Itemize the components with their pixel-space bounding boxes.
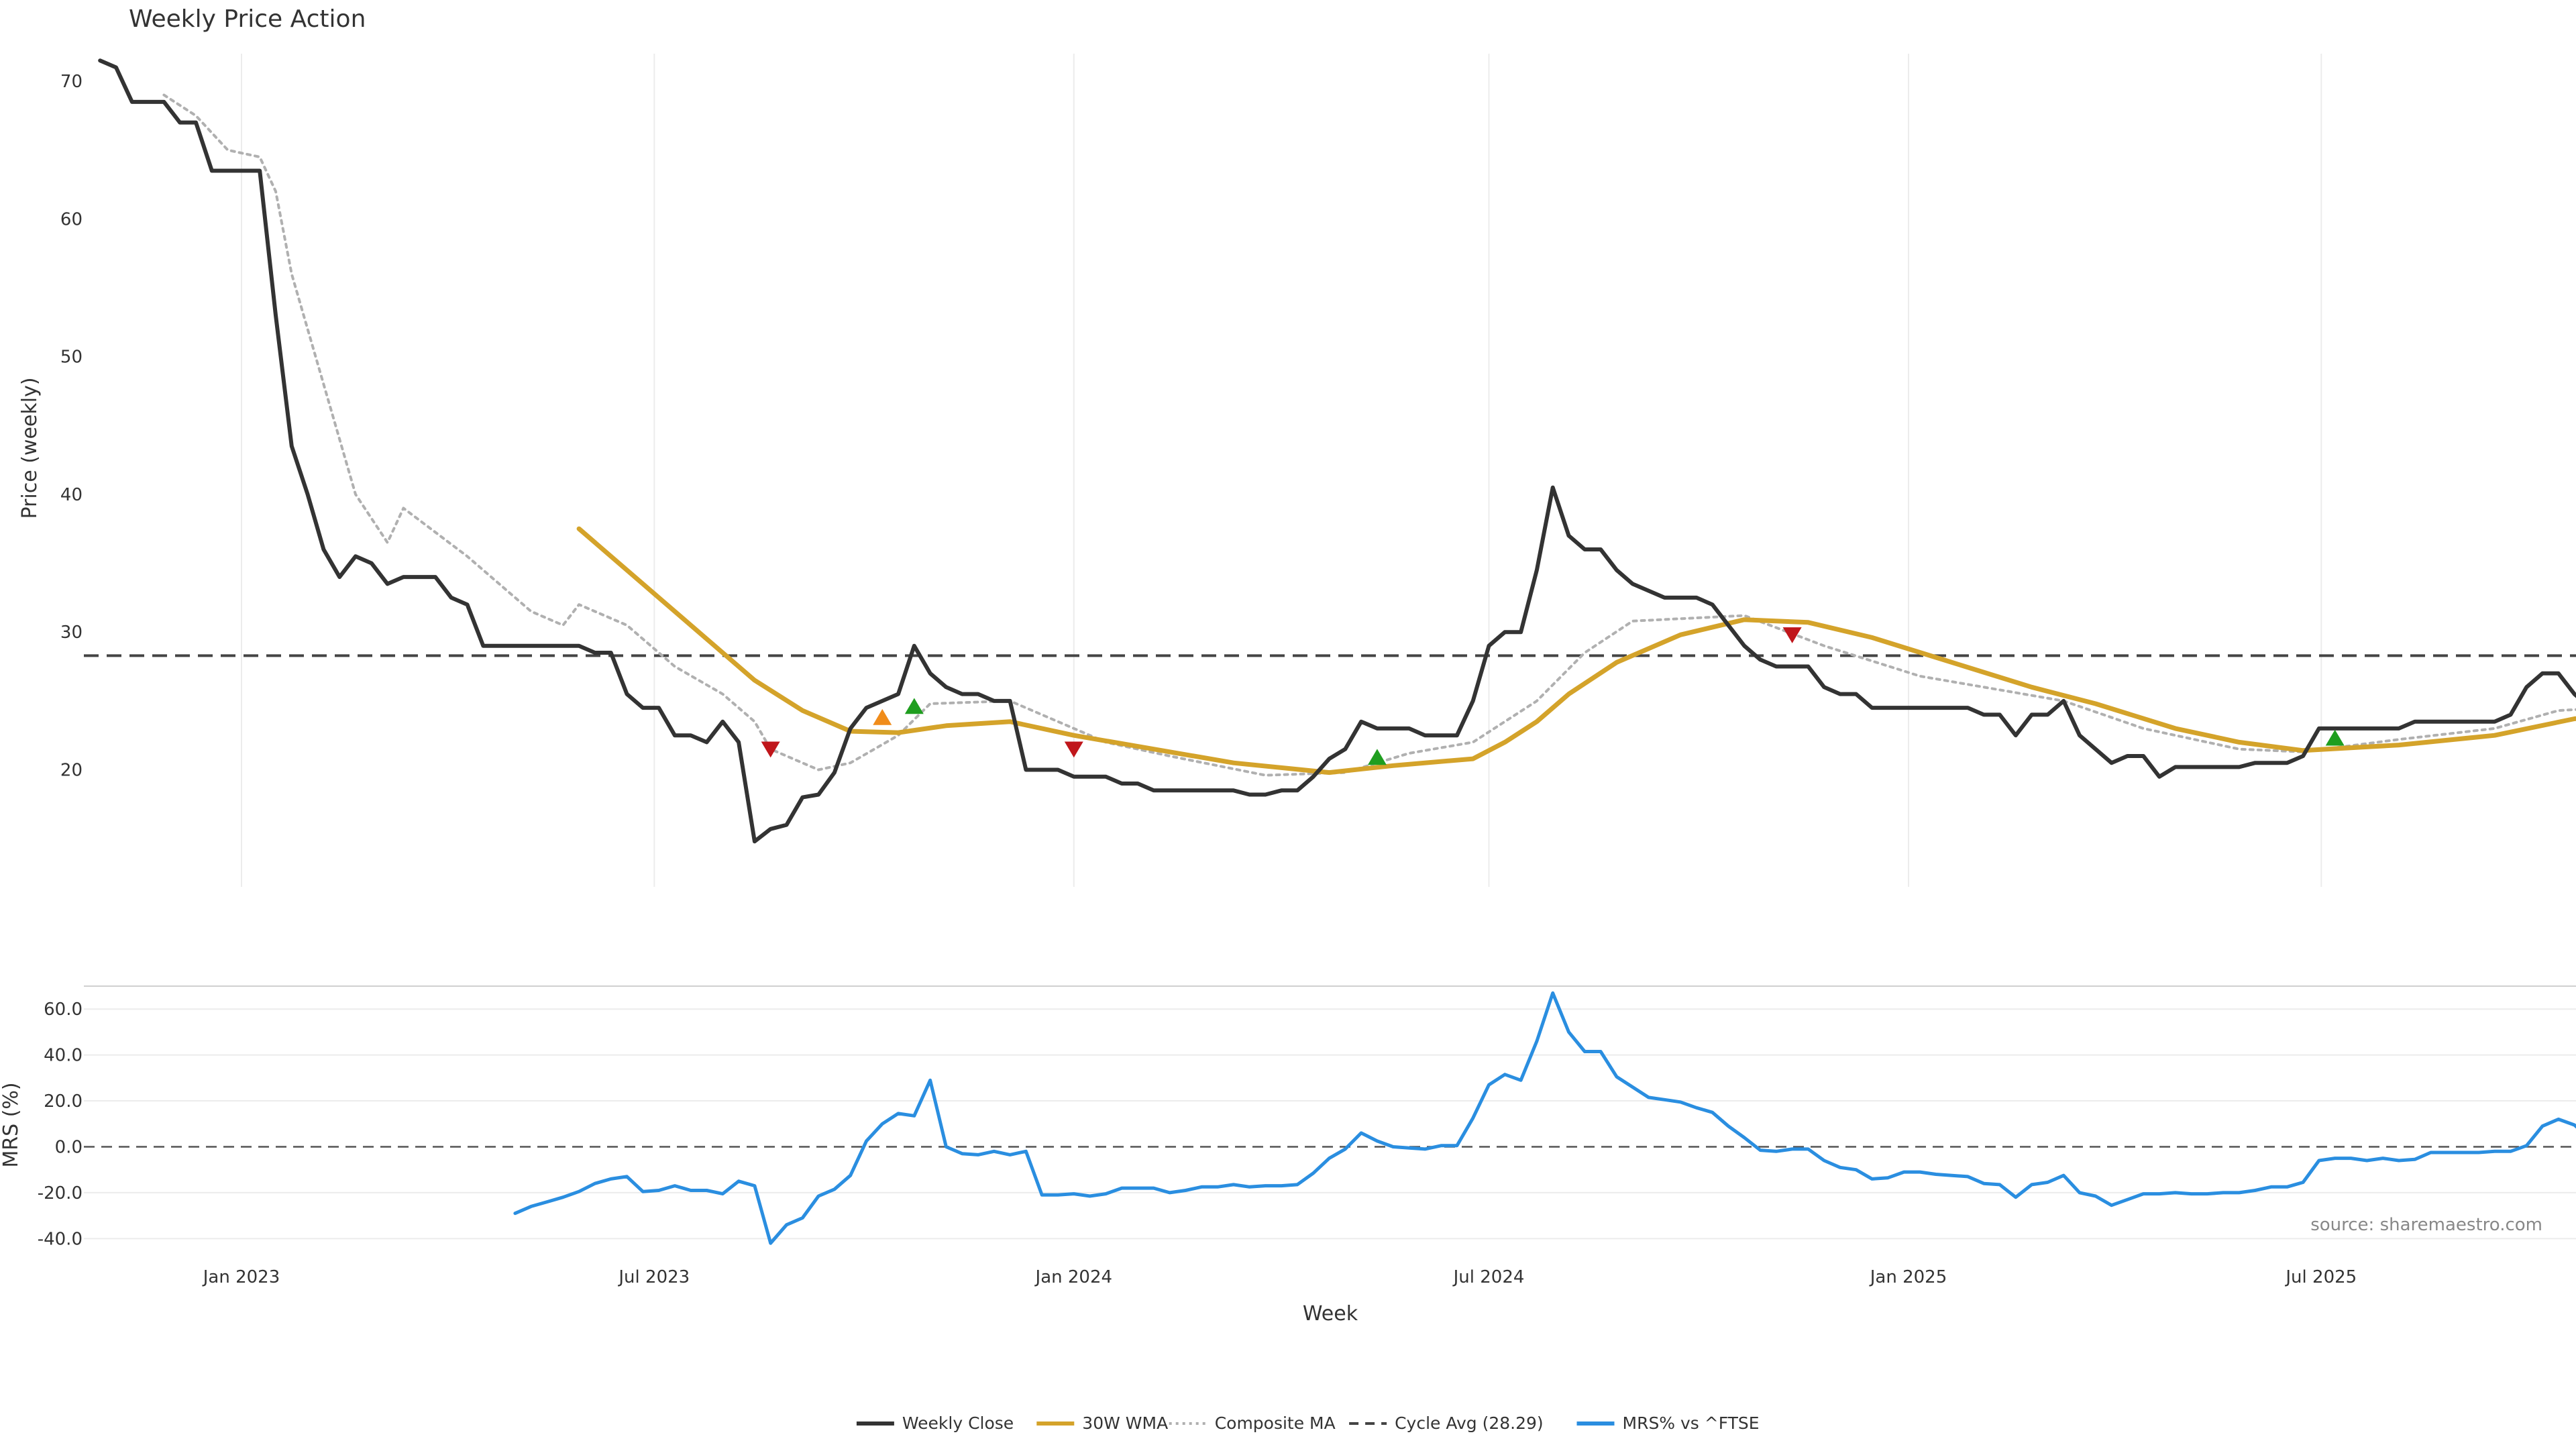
mrs-y-tick-label: 0.0 xyxy=(55,1137,83,1157)
sell-signal-marker xyxy=(761,741,780,758)
chart-title: Weekly Price Action xyxy=(129,5,366,33)
mrs-y-axis-label: MRS (%) xyxy=(0,1082,23,1167)
x-tick-label: Jul 2024 xyxy=(1452,1267,1525,1287)
legend-label: Composite MA xyxy=(1215,1413,1336,1433)
x-tick-label: Jul 2025 xyxy=(2284,1267,2357,1287)
price-y-tick-label: 70 xyxy=(60,72,83,92)
text-layer: Weekly Price Action Price (weekly) MRS (… xyxy=(0,5,2542,1326)
x-tick-label: Jan 2024 xyxy=(1034,1267,1113,1287)
mrs-y-tick-label: -40.0 xyxy=(38,1229,83,1249)
legend: Weekly Close 30W WMA Composite MA Cycle Avg… xyxy=(856,1413,1760,1433)
mrs-y-tick-label: 20.0 xyxy=(44,1091,83,1112)
weekly-close-line xyxy=(98,58,2576,844)
sell-signal-marker xyxy=(1064,741,1083,758)
sell-signal-marker xyxy=(1782,627,1802,643)
mrs-y-tick-label: 40.0 xyxy=(44,1046,83,1066)
legend-label: Weekly Close xyxy=(902,1413,1014,1433)
x-tick-label: Jul 2023 xyxy=(617,1267,690,1287)
buy-signal-marker xyxy=(873,708,892,725)
price-y-tick-label: 50 xyxy=(60,347,83,368)
legend-label: Cycle Avg (28.29) xyxy=(1395,1413,1544,1433)
mrs-y-tick-label: -20.0 xyxy=(38,1183,83,1203)
mrs-line xyxy=(513,991,2576,1245)
mrs-y-tick-label: 60.0 xyxy=(44,1000,83,1020)
axes-layer: Jan 2023 Jul 2023 Jan 2024 Jul 2024 Jan 2025… xyxy=(38,72,2576,1287)
wma-30w-line xyxy=(576,526,2576,775)
buy-signal-marker xyxy=(904,698,924,714)
x-tick-label: Jan 2023 xyxy=(202,1267,280,1287)
series-layer xyxy=(84,58,2576,1245)
legend-label: MRS% vs ^FTSE xyxy=(1623,1413,1760,1433)
legend-label: 30W WMA xyxy=(1082,1413,1168,1433)
buy-signal-marker xyxy=(2325,729,2345,746)
price-y-tick-label: 30 xyxy=(60,623,83,643)
composite-ma-line xyxy=(162,93,2576,777)
source-note: source: sharemaestro.com xyxy=(2310,1215,2542,1235)
price-y-tick-label: 40 xyxy=(60,485,83,505)
buy-signal-marker xyxy=(1367,749,1387,765)
grid-layer xyxy=(84,54,2576,1240)
markers-layer xyxy=(761,627,2345,765)
x-tick-label: Jan 2025 xyxy=(1869,1267,1947,1287)
price-y-tick-label: 60 xyxy=(60,209,83,229)
price-y-axis-label: Price (weekly) xyxy=(18,377,42,519)
x-axis-label: Week xyxy=(1303,1302,1358,1326)
price-y-tick-label: 20 xyxy=(60,761,83,781)
